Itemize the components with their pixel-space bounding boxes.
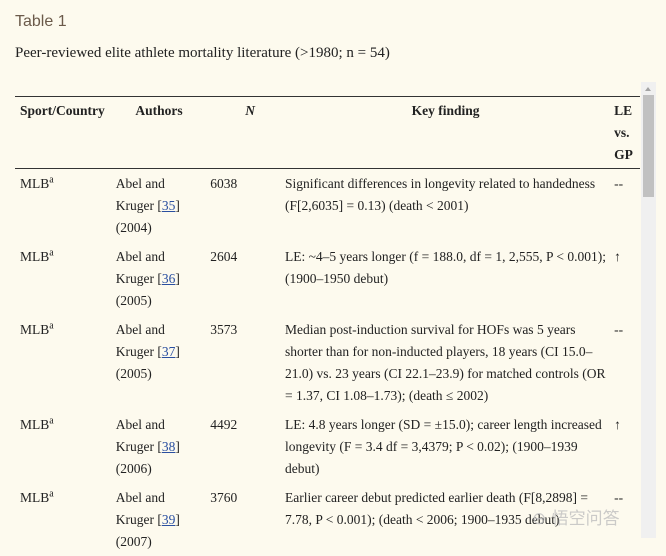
header-row: Sport/Country Authors N Key finding LE v… <box>15 96 640 169</box>
finding-cell: Significant differences in longevity rel… <box>284 176 596 213</box>
sport-cell: MLBa <box>15 483 112 556</box>
authors-cell: Abel and Kruger [36] (2005) <box>115 249 180 308</box>
sport: MLB <box>20 176 50 191</box>
table-row: MLBa Abel and Kruger [36] (2005) 2604 LE:… <box>15 242 640 315</box>
le-cell: -- <box>614 322 624 337</box>
footnote-marker: a <box>49 174 54 186</box>
n-cell: 3760 <box>210 490 238 505</box>
table-row: MLBa Abel and Kruger [35] (2004) 6038 Sig… <box>15 169 640 243</box>
year: (2005) <box>115 293 152 308</box>
n-cell: 4492 <box>210 417 238 432</box>
table-container: Sport/Country Authors N Key finding LE v… <box>15 96 640 556</box>
n-cell: 2604 <box>210 249 238 264</box>
authors: Abel and Kruger <box>115 176 165 213</box>
sport: MLB <box>20 249 50 264</box>
authors: Abel and Kruger <box>115 322 165 359</box>
n-cell: 6038 <box>210 176 238 191</box>
finding-cell: LE: 4.8 years longer (SD = ±15.0); caree… <box>284 417 602 476</box>
col-sport: Sport/Country <box>20 103 105 118</box>
finding-cell: Median post-induction survival for HOFs … <box>284 322 606 403</box>
table-row: MLBa Abel and Kruger [37] (2005) 3573 Med… <box>15 315 640 410</box>
reference-link[interactable]: 37 <box>161 344 176 359</box>
finding-cell: LE: ~4–5 years longer (f = 188.0, df = 1… <box>284 249 606 286</box>
col-finding: Key finding <box>411 103 480 118</box>
footnote-marker: a <box>49 247 54 259</box>
finding-cell: Earlier career debut predicted earlier d… <box>284 490 588 527</box>
watermark-logo: ⊖ 悟空问答 <box>532 509 620 529</box>
reference-link[interactable]: 36 <box>161 271 176 286</box>
col-authors: Authors <box>135 103 183 118</box>
scrollbar[interactable] <box>641 82 656 538</box>
footnote-marker: a <box>49 415 54 427</box>
sport: MLB <box>20 417 50 432</box>
le-cell: ↑ <box>614 249 621 264</box>
table-caption: Peer-reviewed elite athlete mortality li… <box>15 45 390 61</box>
authors: Abel and Kruger <box>115 249 165 286</box>
col-le: LE vs. GP <box>614 103 633 162</box>
authors: Abel and Kruger <box>115 417 165 454</box>
authors-cell: Abel and Kruger [39] (2007) <box>115 490 180 549</box>
mortality-table: Sport/Country Authors N Key finding LE v… <box>15 96 640 556</box>
col-n: N <box>245 103 255 118</box>
authors-cell: Abel and Kruger [37] (2005) <box>115 322 180 381</box>
year: (2006) <box>115 461 152 476</box>
footnote-marker: a <box>49 488 54 500</box>
authors: Abel and Kruger <box>115 490 165 527</box>
sport: MLB <box>20 322 50 337</box>
scroll-up-arrow-icon[interactable] <box>645 87 651 91</box>
le-cell: ↑ <box>614 417 621 432</box>
year: (2005) <box>115 366 152 381</box>
scrollbar-thumb[interactable] <box>643 95 654 197</box>
sport: MLB <box>20 490 50 505</box>
n-cell: 3573 <box>210 322 238 337</box>
table-row: MLBa Abel and Kruger [39] (2007) 3760 Ear… <box>15 483 640 556</box>
sport-cell: MLBa <box>15 315 112 410</box>
le-cell: -- <box>614 176 624 191</box>
sport-cell: MLBa <box>15 242 112 315</box>
authors-cell: Abel and Kruger [35] (2004) <box>115 176 180 235</box>
le-cell: -- <box>614 490 624 505</box>
footnote-marker: a <box>49 320 54 332</box>
table-row: MLBa Abel and Kruger [38] (2006) 4492 LE:… <box>15 410 640 483</box>
reference-link[interactable]: 39 <box>161 512 176 527</box>
reference-link[interactable]: 35 <box>161 198 176 213</box>
reference-link[interactable]: 38 <box>161 439 176 454</box>
authors-cell: Abel and Kruger [38] (2006) <box>115 417 180 476</box>
year: (2004) <box>115 220 152 235</box>
sport-cell: MLBa <box>15 169 112 243</box>
sport-cell: MLBa <box>15 410 112 483</box>
table-label: Table 1 <box>15 13 67 30</box>
year: (2007) <box>115 534 152 549</box>
